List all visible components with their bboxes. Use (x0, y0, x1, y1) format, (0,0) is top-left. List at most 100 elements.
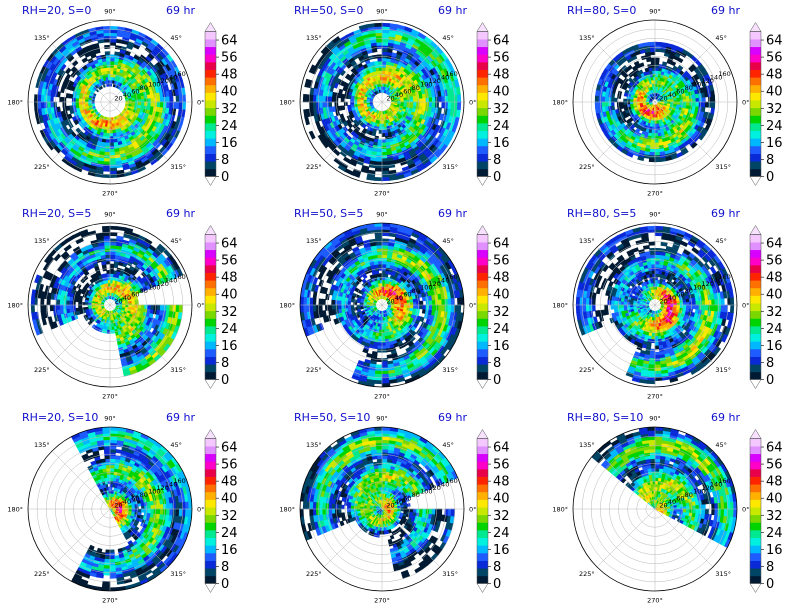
colorbar-segment (750, 161, 761, 170)
colorbar-segment (477, 92, 488, 101)
angular-gridline (109, 101, 169, 161)
radial-tick-label: 20 (386, 95, 394, 103)
panel-title: RH=80, S=0 (567, 4, 636, 17)
field-cell (30, 304, 35, 314)
field-cell (419, 101, 424, 107)
colorbar-tick-label: 0 (493, 170, 501, 185)
field-cell (40, 311, 46, 319)
field-cell (644, 67, 650, 73)
field-cell (409, 101, 414, 106)
field-cell (137, 165, 147, 173)
colorbar-segment (750, 168, 761, 177)
polar-panel: 20 40 60 80 10012014016090°45°0°315°270°225°… (7, 207, 237, 401)
field-cell (373, 22, 383, 27)
colorbar-segment (477, 84, 488, 93)
panel-time-label: 69 hr (711, 4, 740, 17)
field-cell (109, 282, 113, 287)
colorbar-tick-label: 32 (221, 305, 238, 320)
field-cell (594, 101, 599, 109)
colorbar-segment (205, 100, 216, 109)
field-cell (381, 142, 387, 147)
panel-title: RH=50, S=0 (294, 4, 363, 17)
field-cell (68, 300, 73, 306)
field-cell (381, 60, 387, 65)
polar-grid (573, 20, 737, 184)
field-cell (109, 279, 113, 284)
colorbar-segment (205, 333, 216, 342)
field-cell (381, 79, 385, 84)
colorbar-tick-label: 40 (221, 85, 238, 100)
field-cell (676, 101, 681, 105)
field-cell (133, 54, 141, 61)
colorbar-segment (205, 341, 216, 350)
field-cell (604, 101, 609, 108)
colorbar-extend-max (204, 22, 217, 32)
field-cell (128, 304, 133, 308)
field-cell (46, 298, 51, 306)
field-cell (654, 139, 660, 144)
colorbar-tick-label: 48 (766, 68, 783, 83)
radial-tick-label: 80 (412, 84, 420, 92)
field-cell (65, 300, 70, 306)
field-cell (595, 89, 600, 97)
colorbar-segment (205, 107, 216, 116)
field-cell (378, 129, 383, 134)
colorbar-segment (477, 153, 488, 162)
field-cell (381, 51, 388, 56)
field-cell (150, 97, 155, 103)
field-cell (65, 304, 70, 310)
colorbar-segment (205, 92, 216, 101)
field-cell (701, 106, 706, 113)
field-cell (610, 101, 615, 107)
field-cell (654, 41, 662, 46)
field-cell (116, 235, 124, 241)
field-cell (623, 92, 629, 97)
field-cell (109, 263, 115, 268)
field-cell (101, 225, 111, 230)
colorbar-segment (205, 234, 216, 243)
field-cell (109, 276, 114, 281)
field-cell (107, 123, 111, 128)
colorbar-segment (205, 138, 216, 147)
field-cell (109, 148, 116, 153)
field-cell (105, 260, 111, 265)
field-cell (68, 304, 73, 310)
field-cell (381, 70, 386, 75)
colorbar-segment (477, 46, 488, 55)
panel-time-label: 69 hr (438, 4, 467, 17)
colorbar-segment (477, 107, 488, 116)
field-cell (651, 129, 656, 134)
colorbar-tick-label: 24 (766, 119, 783, 134)
field-cell (105, 57, 111, 62)
angular-tick-label: 135° (306, 34, 322, 42)
colorbar-tick-label: 0 (221, 170, 229, 185)
field-cell (419, 97, 424, 103)
field-cell (623, 98, 628, 103)
radial-tick-label: 160 (445, 70, 457, 78)
angular-tick-label: 225° (34, 163, 50, 171)
colorbar-segment (477, 130, 488, 139)
colorbar-segment (205, 69, 216, 78)
field-cell (105, 142, 111, 147)
field-cell (695, 101, 700, 107)
colorbar-tick-label: 0 (221, 373, 229, 388)
angular-tick-label: 90° (104, 8, 116, 16)
field-cell (106, 126, 111, 131)
field-cell (662, 61, 668, 67)
angular-tick-label: 270° (374, 190, 390, 198)
field-cell (109, 142, 115, 147)
colorbar-segment (205, 310, 216, 319)
colorbar-segment (205, 54, 216, 63)
radial-tick-label: 40 (668, 91, 676, 99)
radial-tick-label: 20 (659, 95, 667, 103)
colorbar-segment (205, 130, 216, 139)
field-cell (139, 54, 147, 61)
colorbar-segment (205, 62, 216, 70)
field-cell (69, 109, 75, 115)
colorbar-segment (750, 138, 761, 147)
field-cell (109, 79, 113, 84)
field-cell (106, 269, 111, 274)
colorbar-segment (205, 161, 216, 170)
field-cell (46, 141, 55, 151)
field-cell (106, 329, 111, 334)
